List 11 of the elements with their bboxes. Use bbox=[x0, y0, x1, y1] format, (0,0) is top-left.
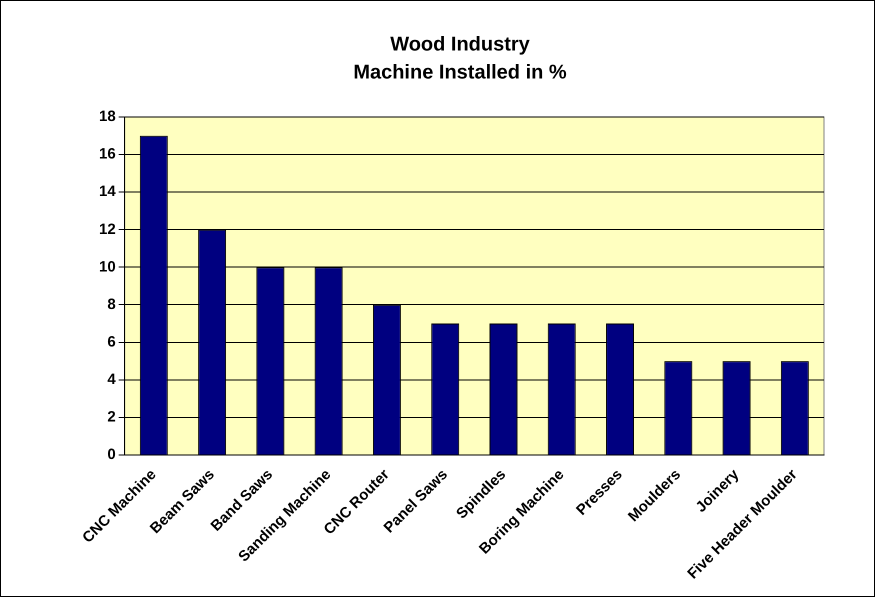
y-tick-label: 16 bbox=[98, 146, 116, 163]
y-tick-label: 10 bbox=[98, 258, 116, 276]
y-tick-label: 0 bbox=[107, 446, 116, 464]
y-tick-label: 14 bbox=[98, 183, 116, 200]
chart-title: Wood Industry Machine Installed in % bbox=[353, 34, 567, 84]
y-tick-label: 2 bbox=[107, 408, 116, 426]
y-tick-label: 6 bbox=[107, 333, 116, 350]
y-tick-label: 18 bbox=[98, 108, 116, 126]
y-tick-label: 8 bbox=[107, 296, 116, 313]
y-tick-label: 12 bbox=[98, 220, 116, 238]
y-tick-label: 4 bbox=[107, 370, 116, 388]
